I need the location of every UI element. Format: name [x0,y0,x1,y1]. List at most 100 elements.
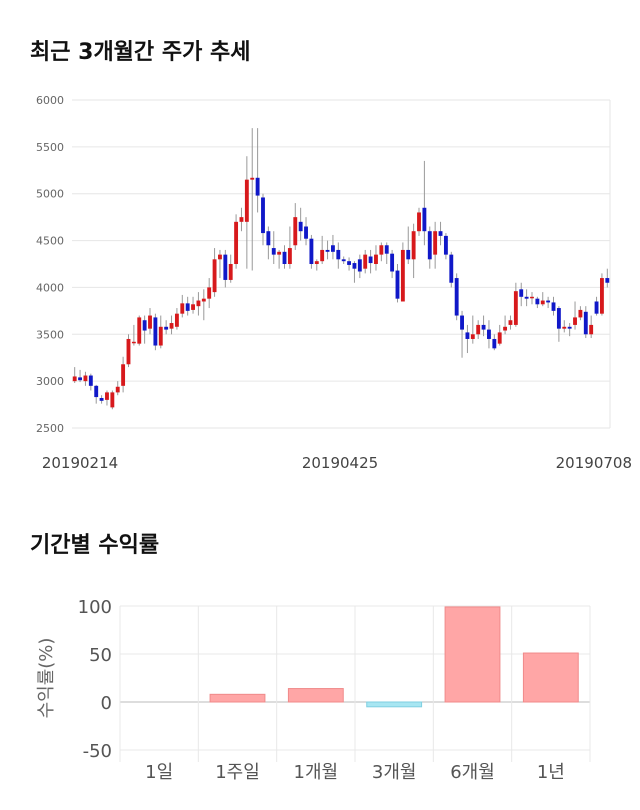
return-bar [444,606,501,703]
candle-body [530,296,534,299]
price-trend-title: 최근 3개월간 주가 추세 [30,40,251,65]
candle-body [158,326,163,346]
candle-body [546,300,551,303]
candle-body [551,302,556,311]
candle-body [191,304,195,310]
candle-body [148,315,152,329]
candle-body [212,259,217,293]
candle-body [487,329,491,339]
x-tick-label: 1개월 [294,762,339,783]
candle-body [180,303,185,314]
candle-body [110,392,115,408]
return-bar [209,693,266,703]
candle-body [583,311,588,335]
y-tick-label: 4500 [36,235,64,248]
candle-body [406,249,411,260]
candle-body [261,197,265,234]
candle-body [395,270,400,299]
return-bar [366,701,423,708]
candle-body [137,317,142,344]
candle-body [309,238,314,264]
y-tick-label: 3500 [36,328,64,341]
candle-body [320,249,325,262]
candle-body [255,177,260,196]
candle-body [325,249,330,252]
x-tick-label: 20190425 [302,454,378,472]
candle-body [556,308,561,329]
candle-body [314,261,319,264]
candle-body [347,261,352,265]
returns-bar-chart: 100 50 0 -50 1일 1주일 1개월 3개월 6개월 1년 수익률(%) [36,597,591,783]
candle-body [508,320,513,325]
x-tick-label: 20190708 [556,454,632,472]
y-tick-label: 50 [89,645,112,666]
candle-body [443,235,448,255]
candle-body [589,324,594,335]
candle-body [368,256,373,264]
y-tick-label: 6000 [36,94,64,107]
candle-body [185,303,190,311]
return-bar [287,688,344,703]
candle-body [449,254,454,283]
candle-body [357,259,362,272]
candle-body [379,245,384,255]
candle-body [330,245,335,252]
y-tick-label: 0 [101,693,112,714]
candle-body [223,254,228,280]
candle-body [99,398,104,401]
candle-body [164,326,169,330]
candle-body [228,264,233,280]
candle-body [417,212,421,232]
candle-body [573,317,577,325]
candle-body [524,296,529,299]
x-tick-label: 1년 [537,762,565,783]
y-tick-label: 4000 [36,281,64,294]
candle-body [374,254,378,264]
candle-body [174,313,179,327]
candle-body [460,315,464,330]
y-tick-label: 5500 [36,141,64,154]
candlestick-chart: 6000 5500 5000 4500 4000 3500 3000 2500 20190214… [36,94,632,472]
candle-body [567,326,572,329]
candle-body [293,217,298,246]
candle-body [115,386,120,393]
candle-body [153,317,158,346]
candle-body [497,332,502,344]
candle-body [169,323,174,329]
candle-body [121,364,126,386]
y-tick-label: 2500 [36,422,64,435]
candle-body [266,231,271,246]
candle-body [287,248,292,264]
candle-body [465,332,470,339]
candle-body [519,289,524,297]
x-tick-label: 6개월 [450,762,495,783]
y-tick-label: -50 [83,741,112,762]
candle-body [78,377,83,381]
candle-body [438,231,443,236]
x-tick-label: 1주일 [215,762,260,783]
candle-body [363,254,368,269]
y-tick-label: 3000 [36,375,64,388]
candle-body [352,263,357,269]
candle-body [535,298,540,305]
candle-body [341,259,346,262]
candle-body [298,221,303,232]
candle-body [513,291,518,325]
x-tick-label: 20190214 [42,454,118,472]
candle-body [277,251,282,255]
candle-body [105,392,109,400]
candle-body [142,320,147,331]
candle-body [427,231,432,260]
candle-body [282,251,287,264]
candle-body [244,179,249,222]
candle-body [503,326,508,331]
candle-body [481,324,486,330]
y-axis-label: 수익률(%) [36,638,57,719]
x-tick-label: 1일 [145,762,173,783]
period-returns-title: 기간별 수익률 [30,533,160,558]
candle-body [540,300,545,305]
candle-body [390,253,395,272]
candle-body [250,177,255,180]
x-tick-label: 3개월 [372,762,417,783]
candle-body [207,287,212,299]
